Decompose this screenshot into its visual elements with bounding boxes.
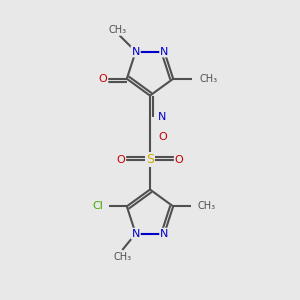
Text: N: N xyxy=(131,46,140,56)
Text: S: S xyxy=(146,153,154,166)
Text: N: N xyxy=(160,46,169,56)
Text: N: N xyxy=(131,229,140,238)
Text: N: N xyxy=(160,229,169,238)
Text: O: O xyxy=(158,132,167,142)
Text: O: O xyxy=(116,154,125,164)
Text: CH₃: CH₃ xyxy=(198,201,216,212)
Text: N: N xyxy=(158,112,167,122)
Text: CH₃: CH₃ xyxy=(113,251,131,262)
Text: O: O xyxy=(99,74,107,84)
Text: CH₃: CH₃ xyxy=(109,25,127,35)
Text: CH₃: CH₃ xyxy=(200,74,218,84)
Text: Cl: Cl xyxy=(93,201,104,212)
Text: O: O xyxy=(175,154,184,164)
